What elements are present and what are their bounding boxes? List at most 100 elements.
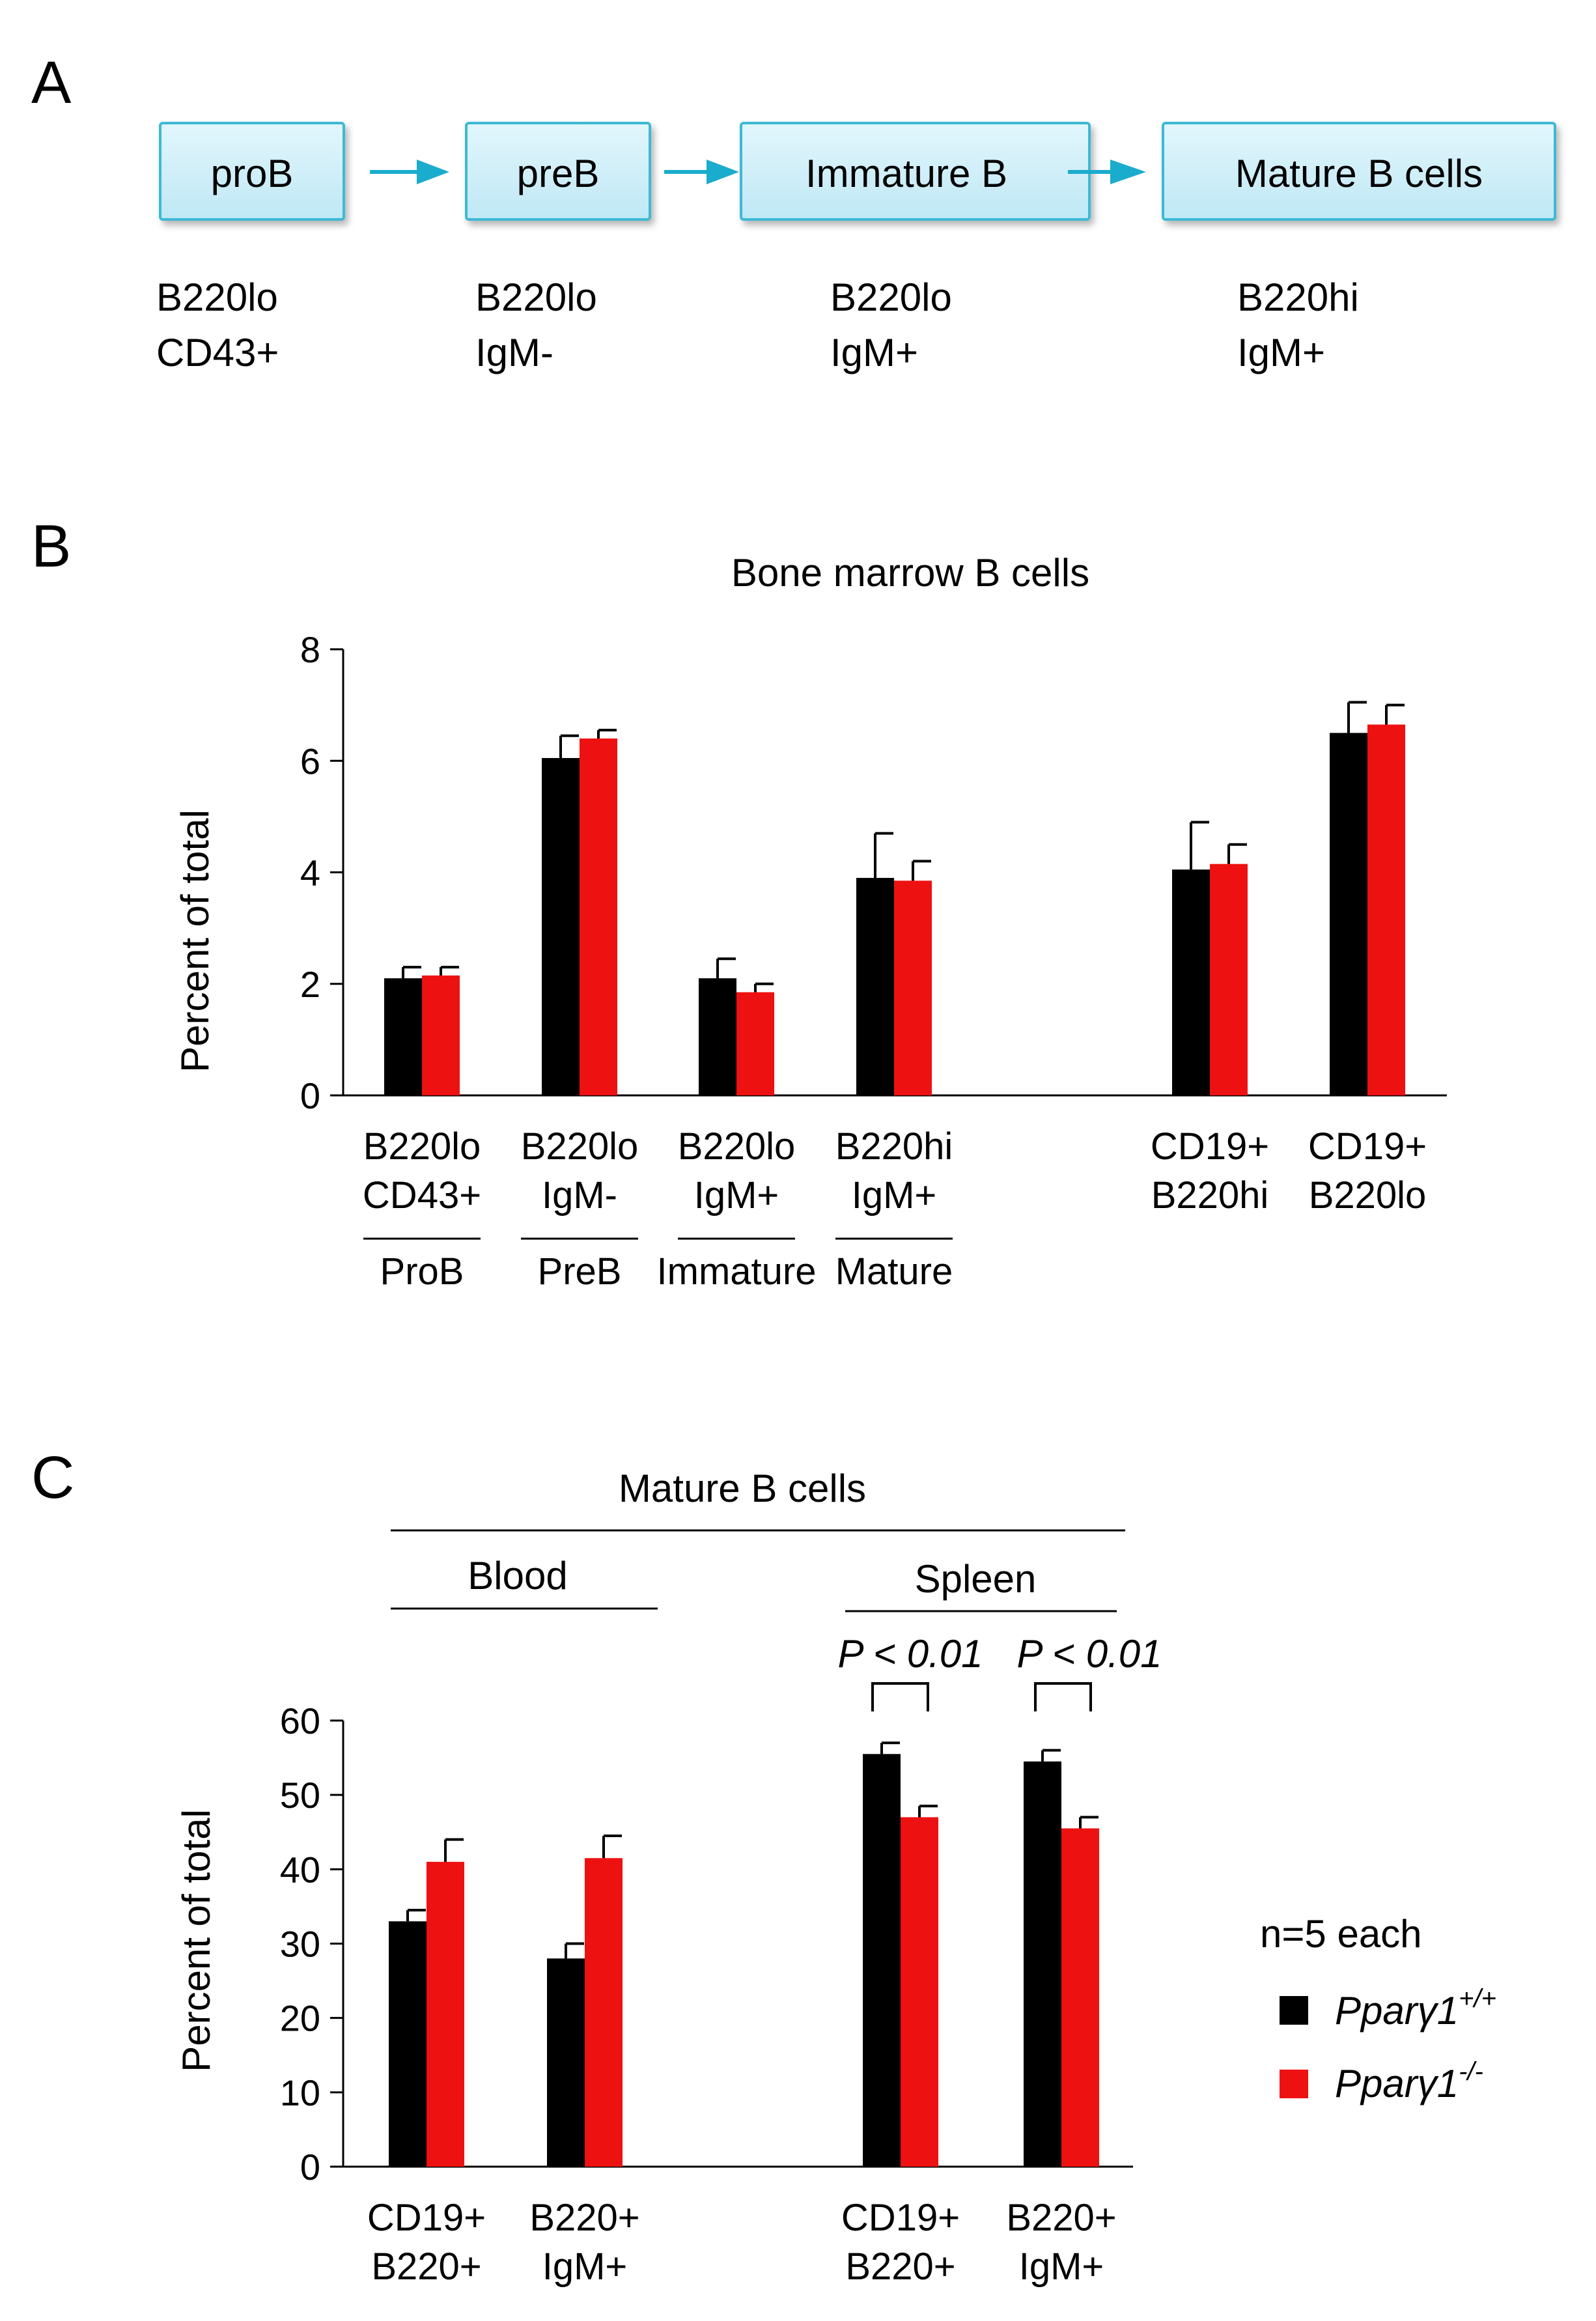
arrow-icon (1068, 160, 1146, 184)
y-tick-label: 2 (300, 964, 320, 1005)
stage-marker: B220lo (830, 275, 952, 319)
y-tick-label: 20 (280, 1998, 320, 2039)
significance-bracket (871, 1682, 929, 1711)
bar-knockout (901, 1817, 938, 2167)
x-tick-label: B220+ (845, 2245, 955, 2288)
tissue-label-spleen: Spleen (915, 1557, 1037, 1601)
bar-knockout (580, 738, 617, 1095)
y-tick-label: 40 (280, 1849, 320, 1890)
y-tick-label: 6 (300, 740, 320, 781)
bar-wildtype (384, 978, 422, 1095)
arrow-icon (664, 160, 739, 184)
x-tick-label: IgM- (542, 1174, 617, 1217)
significance-label: P < 0.01 (1017, 1632, 1162, 1676)
significance-bracket (1034, 1682, 1092, 1711)
bar-knockout (894, 880, 932, 1095)
legend-swatch-wildtype (1280, 1996, 1308, 2025)
stage-label-mature: Mature B cells (1235, 152, 1483, 195)
y-tick-label: 50 (280, 1775, 320, 1816)
legend-note: n=5 each (1260, 1912, 1422, 1956)
panel-c-letter: C (31, 1444, 74, 1511)
stage-box-prob: proB (159, 122, 345, 221)
stage-marker: IgM- (475, 331, 553, 374)
x-tick-label: IgM+ (542, 2245, 628, 2288)
x-tick-label: B220+ (371, 2245, 481, 2288)
bar-wildtype (547, 1958, 585, 2167)
y-tick-label: 0 (300, 2146, 320, 2187)
panel-b: B Bone marrow B cells Percent of total 0… (31, 513, 1447, 1293)
x-tick-label: B220+ (529, 2197, 639, 2239)
bar-wildtype (389, 1921, 427, 2167)
bar-knockout (585, 1858, 623, 2167)
panel-a-letter: A (31, 49, 72, 116)
significance-label: P < 0.01 (838, 1632, 983, 1676)
y-axis-label: Percent of total (175, 1809, 218, 2072)
x-tick-label: CD43+ (363, 1174, 481, 1217)
group-label: ProB (380, 1250, 464, 1293)
legend-entry-sup: -/- (1459, 2057, 1483, 2086)
x-tick-label: B220lo (363, 1125, 481, 1168)
stage-marker: IgM+ (1237, 331, 1325, 374)
y-tick-label: 60 (280, 1700, 320, 1741)
y-tick-label: 0 (300, 1075, 320, 1116)
group-label: Immature (657, 1250, 817, 1293)
x-tick-label: CD19+ (1151, 1125, 1269, 1168)
stage-box-immature: Immature B (740, 122, 1091, 221)
bar-knockout (427, 1861, 464, 2167)
y-axis-label: Percent of total (173, 809, 217, 1073)
bar-knockout (736, 992, 774, 1095)
group-label: PreB (538, 1250, 622, 1293)
y-tick-label: 8 (300, 629, 320, 670)
x-tick-label: B220+ (1006, 2197, 1116, 2239)
bar-wildtype (863, 1754, 901, 2167)
stage-marker: IgM+ (830, 331, 918, 374)
stage-marker: B220lo (475, 275, 597, 319)
y-tick-label: 4 (300, 852, 320, 893)
panel-c: C Mature B cells Blood Spleen Percent of… (31, 1444, 1496, 2288)
chart-title: Bone marrow B cells (731, 551, 1089, 595)
legend: n=5 each Pparγ1+/+ Pparγ1-/- (1260, 1912, 1496, 2105)
y-tick-label: 30 (280, 1924, 320, 1965)
arrow-icon (370, 160, 449, 184)
bar-wildtype (856, 878, 894, 1095)
bar-wildtype (542, 757, 580, 1095)
bar-knockout (1367, 724, 1405, 1095)
group-label: Mature (835, 1250, 953, 1293)
tissue-label-blood: Blood (468, 1554, 567, 1597)
legend-entry-knockout: Pparγ1-/- (1335, 2057, 1483, 2105)
stage-label-preb: preB (517, 152, 600, 195)
panel-b-letter: B (31, 513, 71, 580)
stage-box-preb: preB (465, 122, 651, 221)
stage-marker: B220lo (156, 275, 278, 319)
x-tick-label: IgM+ (694, 1174, 779, 1217)
x-tick-label: B220lo (521, 1125, 639, 1168)
x-tick-label: CD19+ (841, 2197, 960, 2239)
legend-swatch-knockout (1280, 2070, 1308, 2098)
stage-marker: B220hi (1237, 275, 1359, 319)
x-tick-label: B220hi (835, 1125, 953, 1168)
legend-entry-wildtype: Pparγ1+/+ (1335, 1984, 1496, 2033)
bar-knockout (1210, 864, 1248, 1095)
legend-entry-sup: +/+ (1459, 1984, 1496, 2013)
stage-box-mature: Mature B cells (1162, 122, 1556, 221)
y-tick-label: 10 (280, 2072, 320, 2113)
x-tick-label: B220lo (678, 1125, 796, 1168)
panel-a: A proB preB Immature B Mature B cells (31, 49, 1556, 374)
legend-entry-base: Pparγ1 (1335, 1989, 1459, 2033)
chart-title: Mature B cells (619, 1467, 866, 1510)
bar-knockout (1061, 1828, 1099, 2167)
x-tick-label: IgM+ (852, 1174, 937, 1217)
stage-marker: CD43+ (156, 331, 279, 374)
x-tick-label: CD19+ (1308, 1125, 1427, 1168)
bar-wildtype (1024, 1761, 1061, 2167)
x-tick-label: IgM+ (1019, 2245, 1104, 2288)
x-tick-label: B220hi (1151, 1174, 1269, 1217)
bar-wildtype (1172, 869, 1210, 1095)
bar-wildtype (699, 978, 736, 1095)
legend-entry-base: Pparγ1 (1335, 2062, 1459, 2105)
stage-label-prob: proB (211, 152, 294, 195)
x-tick-label: B220lo (1309, 1174, 1427, 1217)
x-tick-label: CD19+ (367, 2197, 486, 2239)
bar-knockout (422, 975, 460, 1095)
